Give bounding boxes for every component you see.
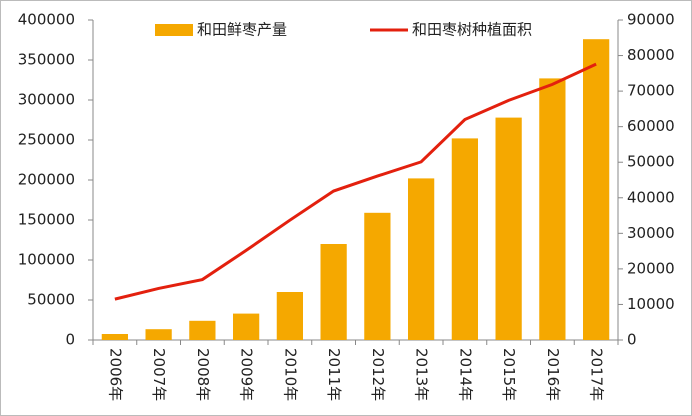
x-tick-label: 2013年 [413, 348, 431, 401]
x-tick-label: 2008年 [194, 348, 212, 401]
x-tick-label: 2006年 [106, 348, 124, 401]
bar [451, 138, 478, 340]
y2-tick-label: 60000 [627, 117, 675, 135]
x-tick-label: 2017年 [588, 348, 606, 401]
y2-tick-label: 80000 [627, 46, 675, 64]
y2-tick-label: 90000 [627, 11, 675, 29]
legend-label: 和田枣树种植面积 [412, 21, 532, 39]
legend-swatch [155, 24, 193, 36]
x-tick-label: 2007年 [150, 348, 168, 401]
y-tick-label: 0 [65, 331, 75, 349]
y2-tick-label: 20000 [627, 259, 675, 277]
bar [276, 292, 303, 340]
bar [495, 117, 522, 340]
bar [233, 313, 260, 340]
y-tick-label: 50000 [27, 291, 75, 309]
x-tick-label: 2012年 [369, 348, 387, 401]
bar [408, 178, 435, 340]
bar [101, 334, 128, 340]
y2-tick-label: 40000 [627, 188, 675, 206]
x-tick-label: 2009年 [238, 348, 256, 401]
y2-tick-label: 10000 [627, 295, 675, 313]
x-tick-label: 2014年 [456, 348, 474, 401]
x-tick-label: 2016年 [544, 348, 562, 401]
y-tick-label: 100000 [18, 251, 75, 269]
x-tick-label: 2010年 [281, 348, 299, 401]
y-tick-label: 400000 [18, 11, 75, 29]
x-tick-label: 2015年 [500, 348, 518, 401]
bar [583, 39, 610, 340]
bar [189, 320, 216, 340]
y2-tick-label: 50000 [627, 153, 675, 171]
line [114, 62, 597, 301]
y2-tick-label: 30000 [627, 224, 675, 242]
y2-tick-label: 70000 [627, 82, 675, 100]
y-tick-label: 200000 [18, 171, 75, 189]
bar [320, 244, 347, 340]
y-tick-label: 300000 [18, 91, 75, 109]
bar [145, 329, 172, 340]
bar [364, 212, 391, 340]
y-tick-label: 250000 [18, 131, 75, 149]
y-tick-label: 150000 [18, 211, 75, 229]
legend-label: 和田鲜枣产量 [197, 21, 287, 39]
y2-tick-label: 0 [627, 331, 637, 349]
bar [539, 78, 566, 341]
x-tick-label: 2011年 [325, 348, 343, 401]
y-tick-label: 350000 [18, 51, 75, 69]
